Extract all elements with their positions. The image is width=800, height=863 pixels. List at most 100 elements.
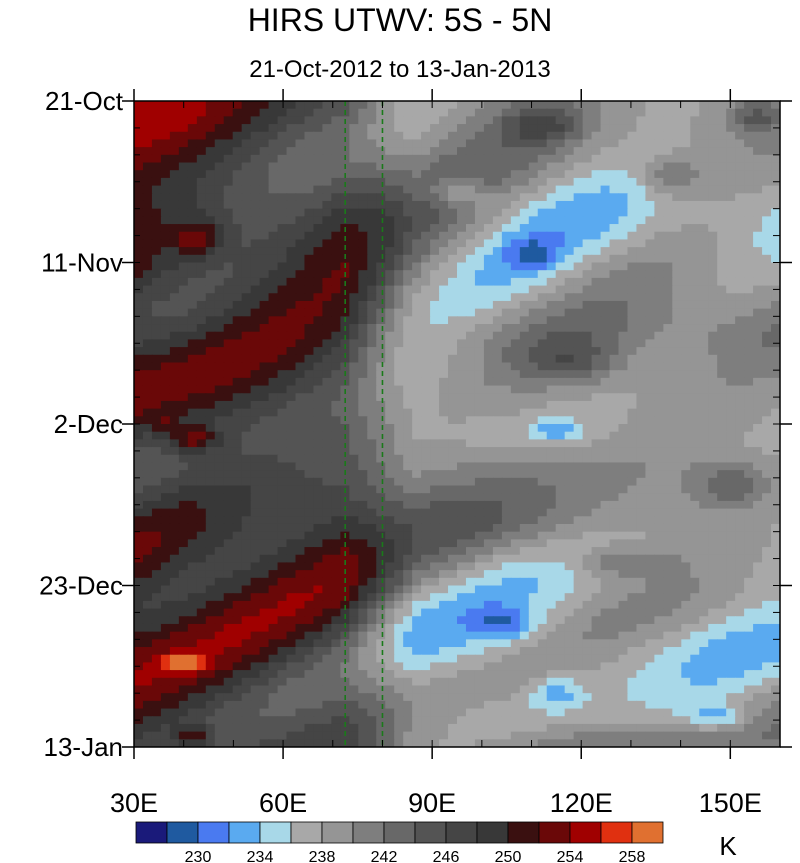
heatmap-cell xyxy=(537,393,548,402)
heatmap-cell xyxy=(376,131,386,141)
heatmap-cell xyxy=(169,508,180,517)
heatmap-cell xyxy=(205,224,216,233)
heatmap-cell xyxy=(187,154,198,164)
heatmap-cell xyxy=(663,516,673,525)
heatmap-cell xyxy=(178,531,189,540)
heatmap-cell xyxy=(600,408,611,417)
heatmap-cell xyxy=(465,324,476,333)
heatmap-cell xyxy=(465,485,476,494)
heatmap-cell xyxy=(690,124,700,133)
heatmap-cell xyxy=(430,539,440,548)
heatmap-cell xyxy=(214,216,225,225)
heatmap-cell xyxy=(654,124,664,133)
heatmap-cell xyxy=(636,523,647,533)
heatmap-cell xyxy=(187,585,198,594)
heatmap-cell xyxy=(349,600,359,610)
heatmap-cell xyxy=(573,531,584,540)
heatmap-cell xyxy=(134,400,144,410)
heatmap-cell xyxy=(376,477,386,487)
heatmap-cell xyxy=(376,385,386,394)
heatmap-cell xyxy=(519,400,530,410)
heatmap-cell xyxy=(726,131,736,141)
heatmap-cell xyxy=(582,216,593,225)
heatmap-cell xyxy=(555,523,566,533)
heatmap-cell xyxy=(196,285,207,294)
heatmap-cell xyxy=(591,562,602,571)
heatmap-cell xyxy=(465,508,476,517)
heatmap-cell xyxy=(708,124,718,133)
heatmap-cell xyxy=(268,593,279,602)
heatmap-cell xyxy=(717,508,727,517)
heatmap-cell xyxy=(142,570,153,579)
heatmap-cell xyxy=(735,570,745,579)
heatmap-cell xyxy=(618,200,629,210)
heatmap-cell xyxy=(699,285,709,294)
heatmap-cell xyxy=(250,631,261,640)
heatmap-cell xyxy=(142,131,153,141)
heatmap-cell xyxy=(439,408,449,417)
heatmap-cell xyxy=(528,577,539,587)
heatmap-cell xyxy=(600,362,611,371)
heatmap-cell xyxy=(492,577,503,587)
heatmap-cell xyxy=(205,247,216,256)
heatmap-cell xyxy=(223,385,234,394)
heatmap-cell xyxy=(268,500,279,510)
heatmap-cell xyxy=(654,224,664,233)
heatmap-cell xyxy=(349,262,359,271)
heatmap-cell xyxy=(645,500,655,510)
heatmap-cell xyxy=(726,354,736,364)
heatmap-cell xyxy=(699,562,709,571)
heatmap-cell xyxy=(421,616,431,625)
heatmap-cell xyxy=(753,454,763,464)
heatmap-cell xyxy=(501,447,512,456)
heatmap-cell xyxy=(483,370,494,379)
heatmap-cell xyxy=(627,470,638,479)
heatmap-cell xyxy=(672,454,682,464)
heatmap-cell xyxy=(322,208,332,217)
heatmap-cell xyxy=(582,416,593,425)
heatmap-cell xyxy=(250,562,261,571)
heatmap-cell xyxy=(627,124,638,133)
heatmap-cell xyxy=(268,116,279,125)
heatmap-cell xyxy=(744,208,754,217)
heatmap-cell xyxy=(421,262,431,271)
heatmap-cell xyxy=(537,416,548,425)
heatmap-cell xyxy=(178,131,189,141)
heatmap-cell xyxy=(196,593,207,602)
heatmap-cell xyxy=(744,147,754,156)
heatmap-cell xyxy=(376,270,386,279)
heatmap-cell xyxy=(178,608,189,617)
heatmap-cell xyxy=(457,577,467,587)
heatmap-cell xyxy=(421,231,431,241)
heatmap-cell xyxy=(223,431,234,440)
heatmap-cell xyxy=(268,262,279,271)
heatmap-cell xyxy=(331,539,341,548)
heatmap-cell xyxy=(555,239,566,248)
heatmap-cell xyxy=(169,324,180,333)
heatmap-cell xyxy=(196,331,207,340)
heatmap-cell xyxy=(510,339,521,348)
heatmap-cell xyxy=(259,431,270,440)
heatmap-cell xyxy=(331,124,341,133)
heatmap-cell xyxy=(726,462,736,471)
heatmap-cell xyxy=(663,139,673,148)
heatmap-cell xyxy=(528,493,539,502)
heatmap-cell xyxy=(259,608,270,617)
heatmap-cell xyxy=(286,277,297,287)
heatmap-cell xyxy=(412,162,422,171)
heatmap-cell xyxy=(483,162,494,171)
heatmap-cell xyxy=(492,270,503,279)
heatmap-cell xyxy=(753,539,763,548)
heatmap-cell xyxy=(196,324,207,333)
heatmap-cell xyxy=(465,377,476,387)
heatmap-cell xyxy=(537,224,548,233)
heatmap-cell xyxy=(439,600,449,610)
heatmap-cell xyxy=(259,200,270,210)
heatmap-cell xyxy=(744,131,754,141)
heatmap-cell xyxy=(250,393,261,402)
heatmap-cell xyxy=(618,116,629,125)
heatmap-cell xyxy=(564,147,575,156)
heatmap-cell xyxy=(295,454,306,464)
heatmap-cell xyxy=(762,554,772,564)
heatmap-cell xyxy=(717,124,727,133)
